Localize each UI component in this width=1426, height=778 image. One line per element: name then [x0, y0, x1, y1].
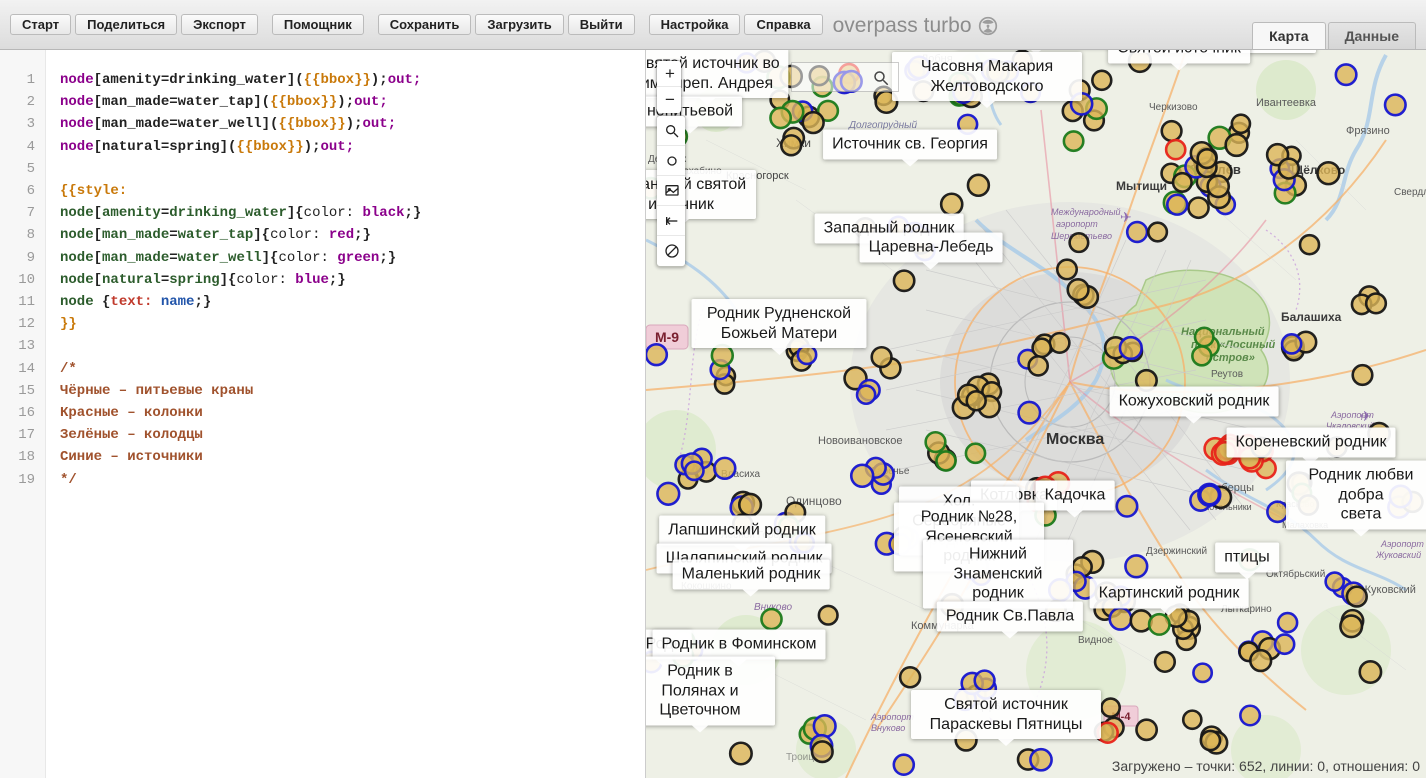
svg-text:Аэропорт: Аэропорт [1380, 539, 1424, 549]
svg-text:Аэропорт: Аэропорт [1330, 410, 1374, 420]
svg-text:Черкизово: Черкизово [1149, 102, 1198, 113]
svg-text:Свердловский: Свердловский [1394, 187, 1426, 198]
svg-text:Жуковский: Жуковский [1361, 584, 1416, 596]
svg-text:Международный: Международный [1051, 207, 1121, 217]
svg-text:✈: ✈ [1120, 209, 1132, 225]
svg-text:аэропорт: аэропорт [1056, 219, 1098, 229]
svg-text:Балашиха: Балашиха [1281, 310, 1342, 324]
svg-text:Москва: Москва [1046, 431, 1104, 448]
svg-text:Жуковский: Жуковский [1375, 550, 1421, 560]
svg-text:Видное: Видное [1078, 635, 1113, 646]
svg-text:Аэропорт: Аэропорт [870, 712, 914, 722]
svg-text:Новоивановское: Новоивановское [818, 435, 902, 447]
svg-text:Реутов: Реутов [1211, 369, 1243, 380]
svg-text:Национальный: Национальный [1181, 326, 1265, 338]
svg-text:Фрязино: Фрязино [1346, 125, 1390, 137]
svg-text:Дзержинский: Дзержинский [1146, 546, 1207, 557]
svg-text:Внуково: Внуково [871, 723, 905, 733]
svg-text:M-9: M-9 [655, 329, 679, 345]
svg-text:Мытищи: Мытищи [1116, 179, 1167, 193]
svg-text:Ивантеевка: Ивантеевка [1256, 97, 1317, 109]
